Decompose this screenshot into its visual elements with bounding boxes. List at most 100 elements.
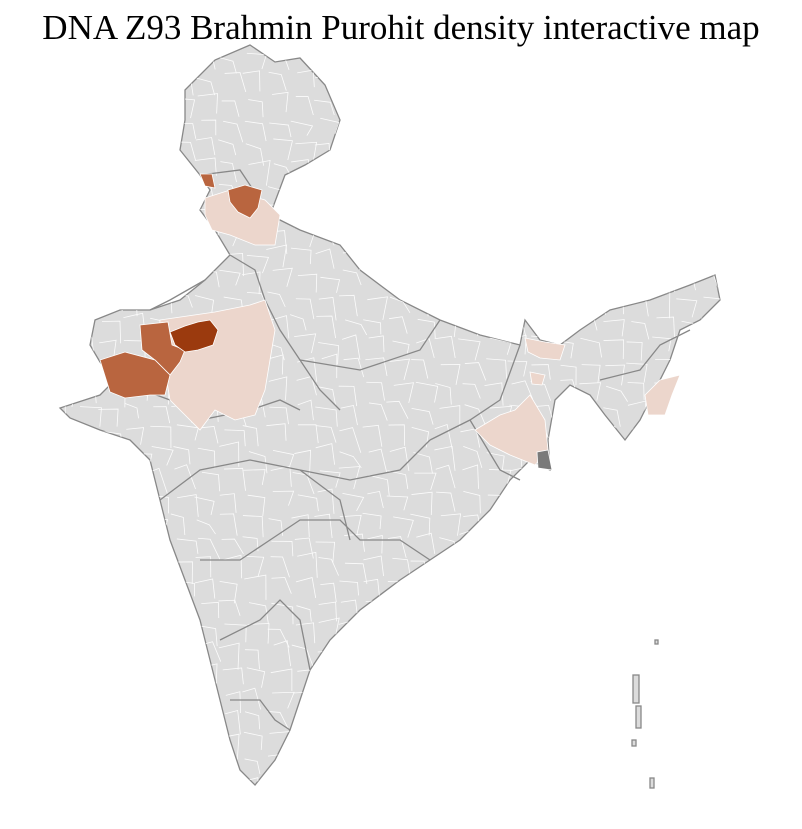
district-border [270, 465, 292, 487]
district-border [99, 248, 116, 271]
district-border [245, 143, 265, 166]
district-border [60, 447, 72, 472]
district-border [60, 778, 73, 785]
district-border [320, 582, 337, 603]
district-border [77, 145, 98, 167]
district-border [680, 377, 697, 402]
district-border [364, 799, 384, 819]
district-border [652, 336, 672, 352]
district-border [723, 270, 743, 291]
district-border [680, 423, 701, 445]
district-border [221, 100, 240, 117]
district-border [555, 629, 573, 648]
district-border [726, 604, 746, 620]
district-border [461, 646, 479, 669]
district-border [533, 49, 550, 68]
district-border [727, 625, 749, 645]
district-border [656, 316, 675, 338]
district-border [463, 605, 486, 629]
region-medium[interactable] [99, 351, 171, 399]
district-border [391, 248, 413, 271]
district-border [150, 425, 172, 448]
district-border [488, 517, 509, 534]
district-border [464, 404, 486, 426]
district-border [679, 687, 701, 709]
region-low[interactable] [474, 394, 549, 466]
district-border [651, 446, 671, 463]
region-high[interactable] [169, 319, 219, 353]
district-border [389, 231, 408, 253]
district-border [272, 267, 293, 287]
district-border [651, 732, 675, 751]
density-regions [99, 173, 681, 471]
district-border [314, 734, 336, 750]
district-border [60, 51, 72, 73]
region-low[interactable] [524, 337, 566, 361]
district-border [412, 273, 435, 298]
district-border [632, 277, 654, 297]
district-border [559, 204, 581, 224]
district-border [77, 115, 96, 136]
region-medium[interactable] [227, 184, 263, 219]
district-border [321, 353, 338, 379]
district-border [651, 598, 672, 623]
district-border [248, 804, 267, 819]
district-border [657, 714, 680, 731]
district-border [602, 55, 620, 78]
district-border [559, 183, 580, 203]
district-border [626, 251, 647, 270]
district-border [218, 57, 237, 74]
district-border [678, 541, 699, 564]
district-border [413, 708, 436, 729]
district-border [60, 205, 70, 230]
district-border [103, 799, 123, 820]
map-title: DNA Z93 Brahmin Purohit density interact… [42, 8, 760, 47]
district-border [271, 315, 290, 339]
district-border [675, 730, 699, 755]
district-border [79, 622, 98, 645]
district-border [630, 493, 648, 512]
district-border [417, 318, 436, 339]
district-border [723, 292, 740, 312]
district-border [297, 735, 320, 752]
district-border [248, 451, 268, 474]
district-border [294, 715, 317, 733]
district-border [363, 669, 380, 690]
district-border [338, 385, 358, 407]
district-border [177, 185, 198, 209]
district-border [104, 668, 120, 687]
district-border [126, 716, 146, 733]
district-border [437, 738, 456, 757]
district-border [460, 754, 483, 772]
district-border [295, 622, 316, 644]
region-low[interactable] [644, 374, 681, 416]
district-border [126, 427, 145, 445]
district-border [655, 517, 675, 540]
district-border [247, 623, 270, 644]
india-outline[interactable] [58, 44, 721, 786]
district-border [531, 489, 554, 516]
region-medium[interactable] [139, 321, 186, 376]
district-border [297, 774, 320, 785]
district-border [170, 513, 186, 536]
district-border [536, 627, 556, 646]
district-border [726, 57, 747, 77]
district-border [219, 441, 240, 467]
district-border [219, 580, 238, 604]
district-border [386, 671, 408, 692]
district-border [362, 180, 383, 206]
district-border [318, 772, 334, 785]
region-low[interactable] [529, 371, 546, 386]
district-border [605, 70, 623, 92]
district-border [339, 294, 358, 317]
district-border [434, 221, 456, 245]
district-border [392, 557, 411, 574]
region-medium[interactable] [199, 173, 216, 189]
district-border [438, 579, 461, 600]
district-border [366, 203, 384, 228]
district-border [725, 223, 744, 248]
district-border [483, 673, 504, 690]
district-border [363, 716, 384, 736]
district-border [559, 161, 582, 179]
